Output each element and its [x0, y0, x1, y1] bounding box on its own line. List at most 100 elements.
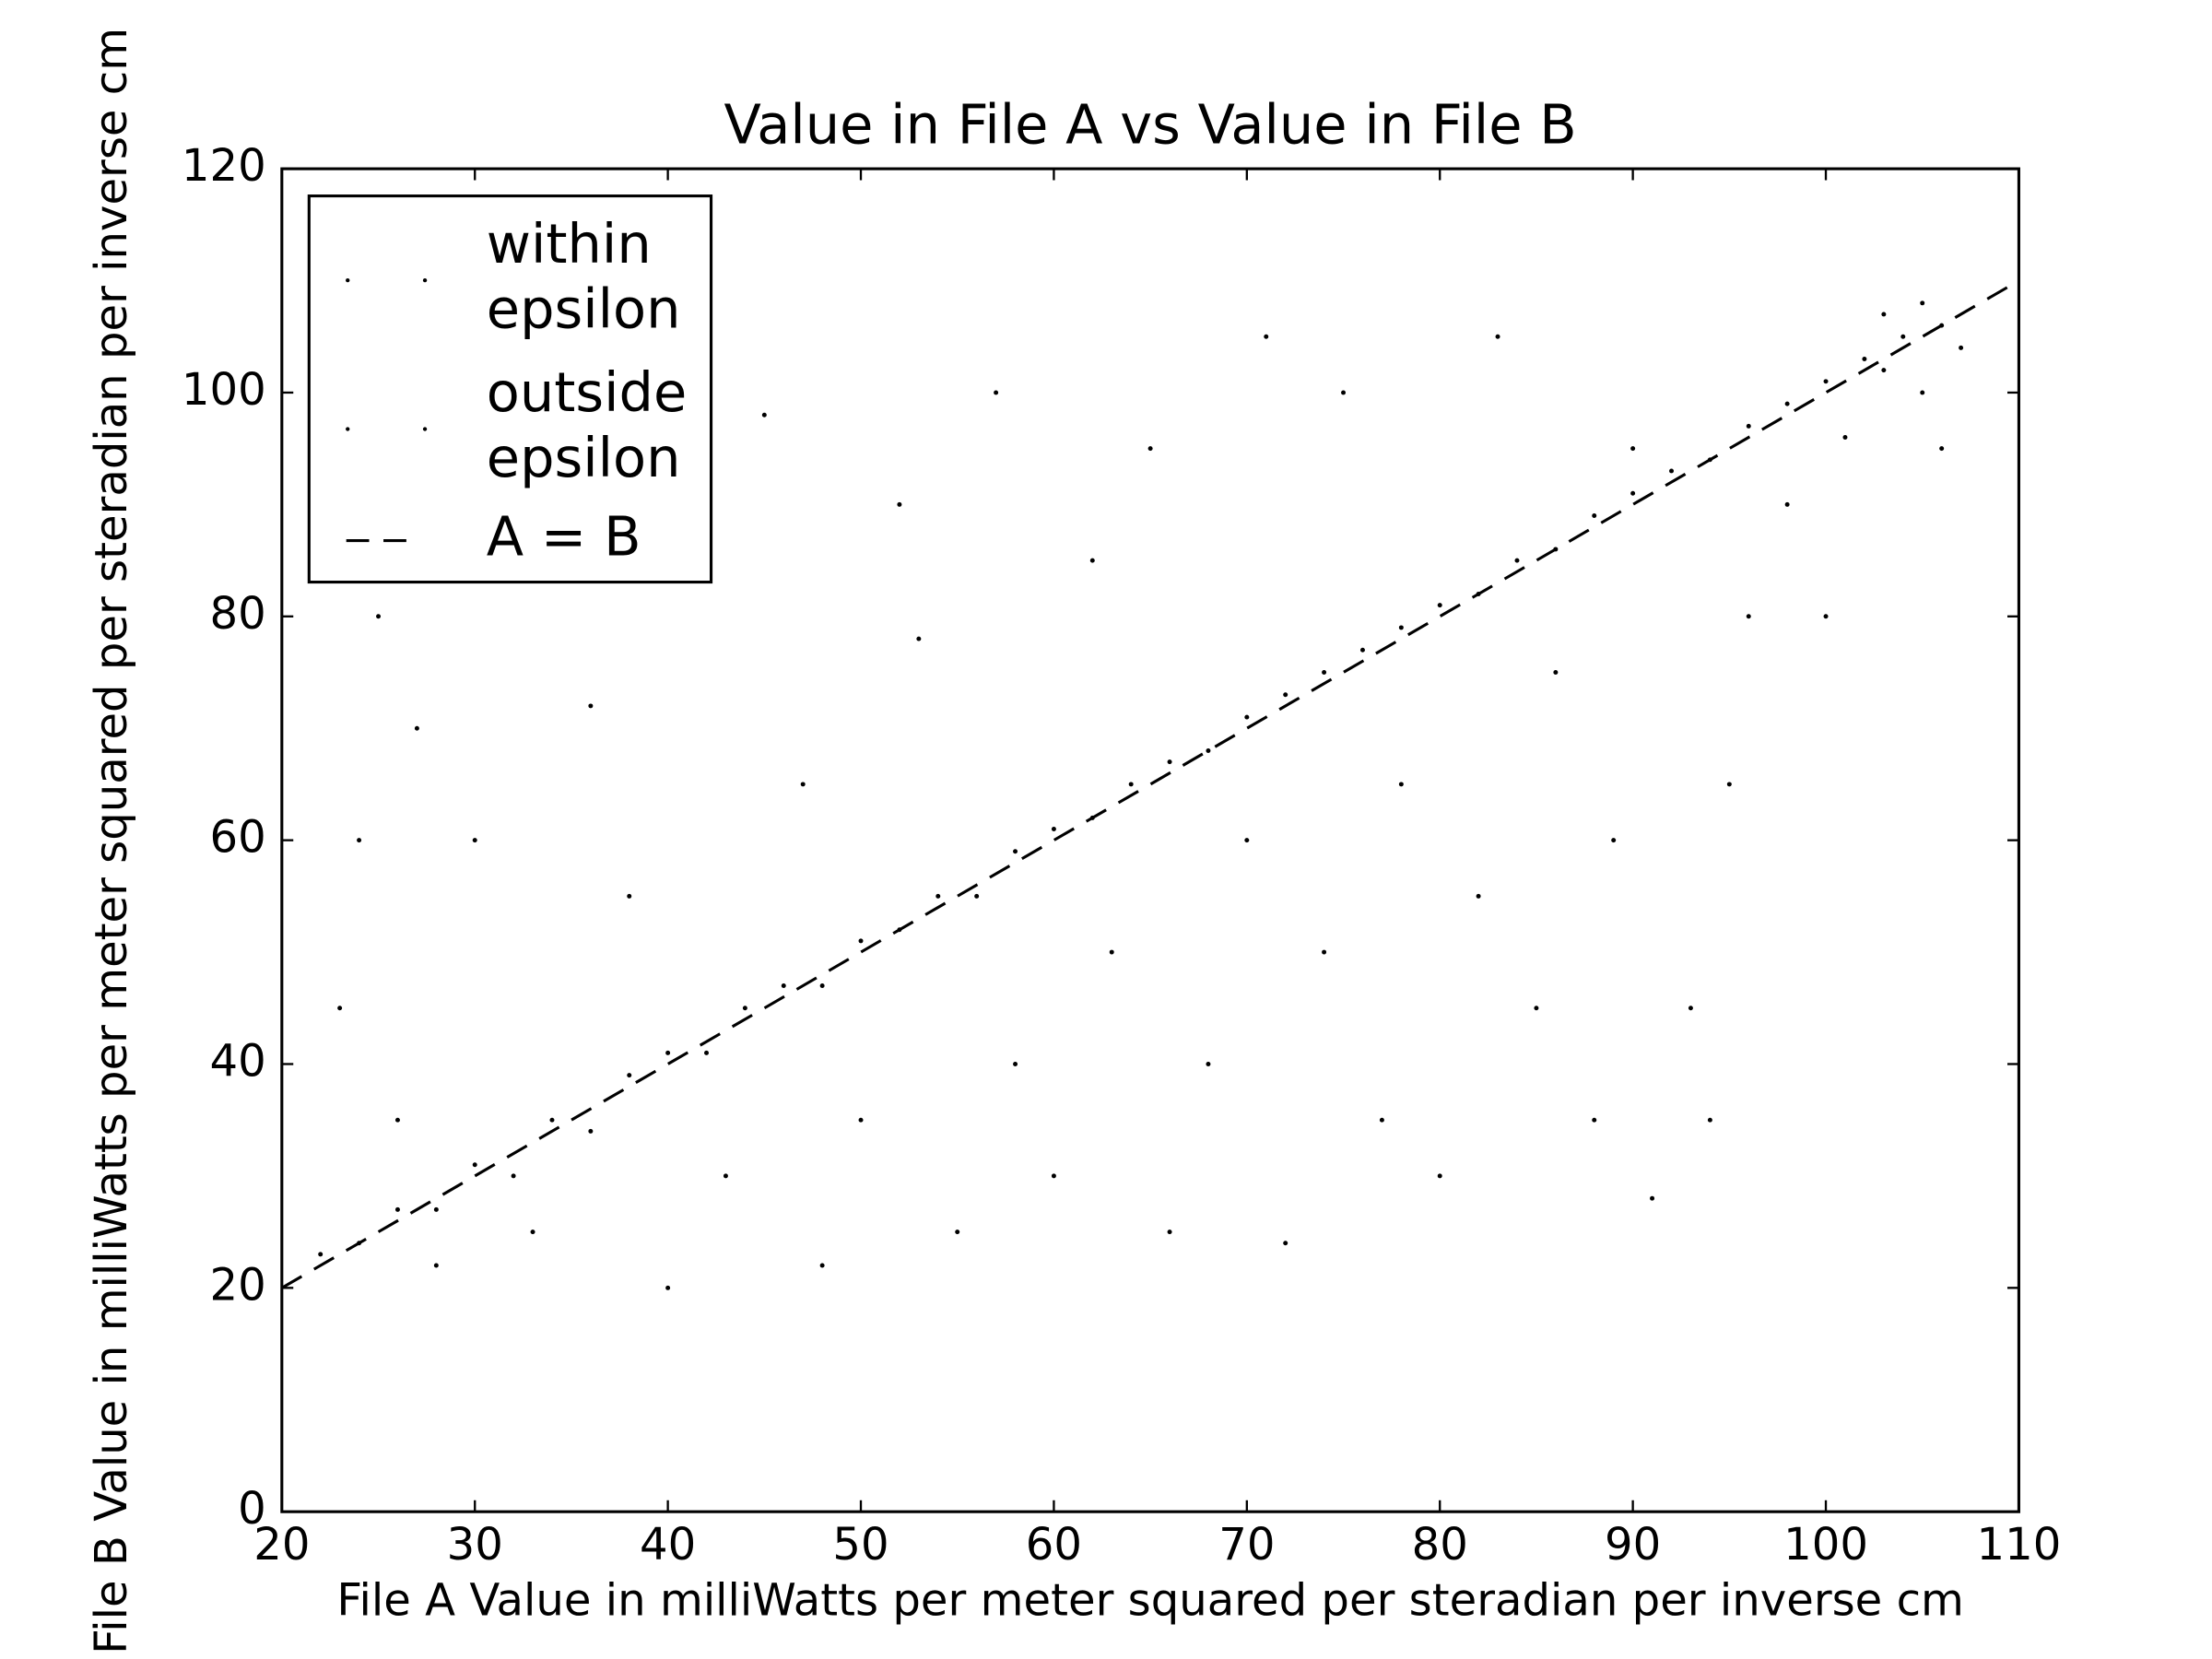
point	[1476, 893, 1481, 899]
point	[530, 1230, 535, 1235]
point	[1147, 446, 1153, 452]
y-tick-label: 0	[238, 1483, 266, 1535]
x-tick-label: 30	[447, 1519, 503, 1571]
x-tick-label: 110	[1977, 1519, 2062, 1571]
x-tick-label: 100	[1783, 1519, 1868, 1571]
x-tick-label: 50	[832, 1519, 888, 1571]
point	[511, 1173, 516, 1179]
point	[1920, 300, 1925, 306]
point	[665, 1285, 671, 1290]
point	[1206, 1062, 1211, 1066]
legend-marker	[422, 427, 428, 431]
point	[1862, 357, 1867, 362]
point	[337, 1006, 343, 1011]
point	[1707, 1117, 1712, 1123]
point	[665, 1050, 671, 1055]
point	[433, 1263, 439, 1268]
plot-area	[281, 279, 2019, 1290]
point	[1669, 468, 1674, 474]
chart-title: Value in File A vs Value in File B	[724, 93, 1576, 157]
point	[433, 1206, 439, 1212]
point	[1089, 558, 1095, 563]
point	[1726, 782, 1732, 787]
point	[1379, 1117, 1384, 1123]
point	[472, 1162, 477, 1168]
point	[1109, 949, 1114, 955]
legend-label: outside epsilon	[487, 360, 687, 489]
point	[1167, 759, 1172, 765]
point	[974, 893, 980, 899]
point	[1244, 714, 1250, 720]
point	[1051, 827, 1056, 831]
point	[1592, 1117, 1597, 1123]
y-tick-label: 100	[182, 364, 266, 416]
point	[1244, 838, 1250, 843]
point	[916, 636, 922, 641]
point	[819, 983, 825, 988]
point	[1630, 490, 1636, 496]
y-axis-label: File B Value in milliWatts per meter squ…	[86, 28, 137, 1654]
point	[549, 1117, 555, 1123]
y-tick-label: 80	[210, 588, 266, 640]
point	[1650, 1195, 1655, 1201]
legend-label: A = B	[487, 505, 641, 569]
y-tick-label: 20	[210, 1259, 266, 1311]
point	[394, 1206, 400, 1212]
point	[1630, 446, 1636, 452]
point	[1495, 334, 1500, 339]
point	[955, 1230, 960, 1235]
point	[704, 1050, 709, 1055]
point	[588, 703, 594, 709]
point	[1514, 558, 1520, 563]
point	[742, 1006, 747, 1011]
y-tick-label: 120	[182, 140, 266, 192]
x-tick-label: 60	[1026, 1519, 1082, 1571]
point	[897, 501, 902, 507]
point	[1842, 435, 1848, 440]
point	[1746, 614, 1751, 619]
point	[781, 983, 786, 988]
point	[1264, 334, 1269, 339]
y-tick-label: 40	[210, 1035, 266, 1087]
point	[1437, 1173, 1442, 1179]
x-tick-label: 80	[1412, 1519, 1468, 1571]
point	[588, 1128, 594, 1134]
point	[1206, 748, 1211, 753]
point	[1746, 423, 1751, 429]
point	[1823, 614, 1829, 619]
legend-marker	[346, 277, 350, 283]
point	[376, 614, 382, 619]
point	[994, 390, 999, 395]
point	[1784, 501, 1790, 507]
legend-label: within epsilon	[487, 212, 681, 341]
point	[1534, 1006, 1539, 1011]
point	[1283, 1241, 1288, 1246]
x-tick-label: 90	[1605, 1519, 1661, 1571]
point	[1881, 312, 1887, 317]
point	[1592, 513, 1597, 518]
point	[800, 782, 806, 787]
point	[819, 1263, 825, 1268]
point	[1013, 849, 1018, 854]
point	[723, 1173, 728, 1179]
x-tick-label: 20	[253, 1519, 310, 1571]
point	[414, 725, 419, 731]
point	[318, 1252, 324, 1257]
point	[1167, 1230, 1172, 1235]
point	[1051, 1173, 1056, 1179]
point	[1437, 603, 1442, 608]
x-axis-label: File A Value in milliWatts per meter squ…	[336, 1574, 1964, 1626]
point	[394, 1117, 400, 1123]
legend-box	[307, 194, 713, 584]
x-tick-label: 40	[640, 1519, 696, 1571]
legend-marker	[422, 277, 428, 283]
point	[1823, 379, 1829, 384]
point	[1959, 345, 1964, 350]
point	[858, 1117, 864, 1123]
point	[1688, 1006, 1693, 1011]
point	[627, 893, 632, 899]
point	[1920, 390, 1925, 395]
point	[761, 412, 767, 418]
